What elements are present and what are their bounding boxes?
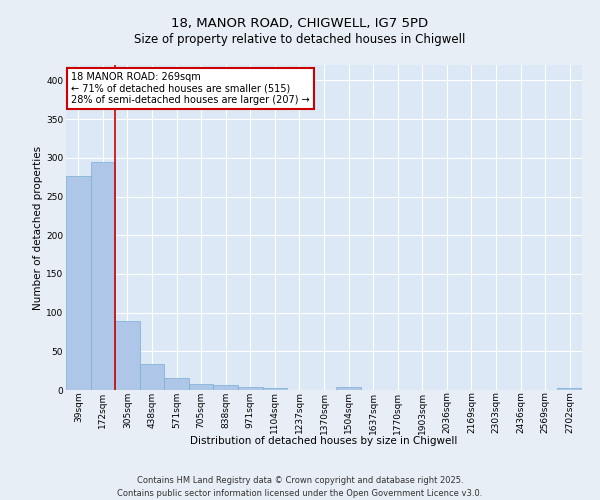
Bar xyxy=(263,388,287,390)
Bar xyxy=(238,387,263,390)
Y-axis label: Number of detached properties: Number of detached properties xyxy=(33,146,43,310)
Bar xyxy=(336,387,361,390)
Bar xyxy=(115,321,140,390)
Bar xyxy=(557,388,582,390)
Bar xyxy=(140,364,164,390)
Bar xyxy=(189,384,214,390)
Bar xyxy=(214,386,238,390)
X-axis label: Distribution of detached houses by size in Chigwell: Distribution of detached houses by size … xyxy=(190,436,458,446)
Bar xyxy=(164,378,189,390)
Bar xyxy=(91,162,115,390)
Text: 18, MANOR ROAD, CHIGWELL, IG7 5PD: 18, MANOR ROAD, CHIGWELL, IG7 5PD xyxy=(172,18,428,30)
Text: 18 MANOR ROAD: 269sqm
← 71% of detached houses are smaller (515)
28% of semi-det: 18 MANOR ROAD: 269sqm ← 71% of detached … xyxy=(71,72,310,104)
Text: Size of property relative to detached houses in Chigwell: Size of property relative to detached ho… xyxy=(134,32,466,46)
Bar xyxy=(66,176,91,390)
Text: Contains HM Land Registry data © Crown copyright and database right 2025.
Contai: Contains HM Land Registry data © Crown c… xyxy=(118,476,482,498)
